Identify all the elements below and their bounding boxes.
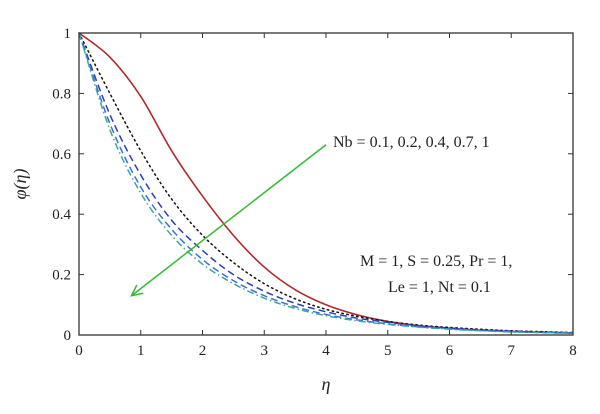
params-annotation-line1: M = 1, S = 0.25, Pr = 1, [360, 253, 512, 270]
x-tick-label: 3 [261, 343, 269, 359]
x-tick-label: 4 [322, 343, 330, 359]
annotation-layer: Nb = 0.1, 0.2, 0.4, 0.7, 1 M = 1, S = 0.… [130, 134, 512, 297]
x-tick-label: 2 [199, 343, 207, 359]
x-axis-label: η [322, 374, 331, 394]
x-tick-label: 7 [508, 343, 516, 359]
series-line-4 [78, 32, 574, 334]
nb-arrow-head [130, 284, 144, 297]
series-line-3 [78, 32, 574, 334]
y-tick-label: 0.6 [52, 147, 71, 163]
x-tick-label: 5 [384, 343, 392, 359]
x-tick-label: 0 [75, 343, 83, 359]
series-line-5 [78, 32, 574, 334]
y-tick-label: 0 [64, 328, 72, 344]
nb-arrow [131, 144, 327, 297]
y-tick-label: 0.8 [52, 86, 71, 102]
series-layer [78, 32, 574, 334]
nb-annotation: Nb = 0.1, 0.2, 0.4, 0.7, 1 [333, 134, 490, 151]
y-tick-label: 1 [64, 26, 72, 42]
y-tick-label: 0.4 [52, 207, 71, 223]
tick-layer: 0 1 2 3 4 5 6 7 8 0 0.2 0.4 0.6 0.8 1 [52, 26, 577, 359]
x-tick-label: 1 [137, 343, 145, 359]
x-tick-label: 8 [569, 343, 577, 359]
x-tick-label: 6 [446, 343, 454, 359]
y-axis-label: φ(η) [10, 169, 31, 200]
params-annotation-line2: Le = 1, Nt = 0.1 [388, 279, 491, 296]
y-tick-label: 0.2 [52, 268, 71, 284]
